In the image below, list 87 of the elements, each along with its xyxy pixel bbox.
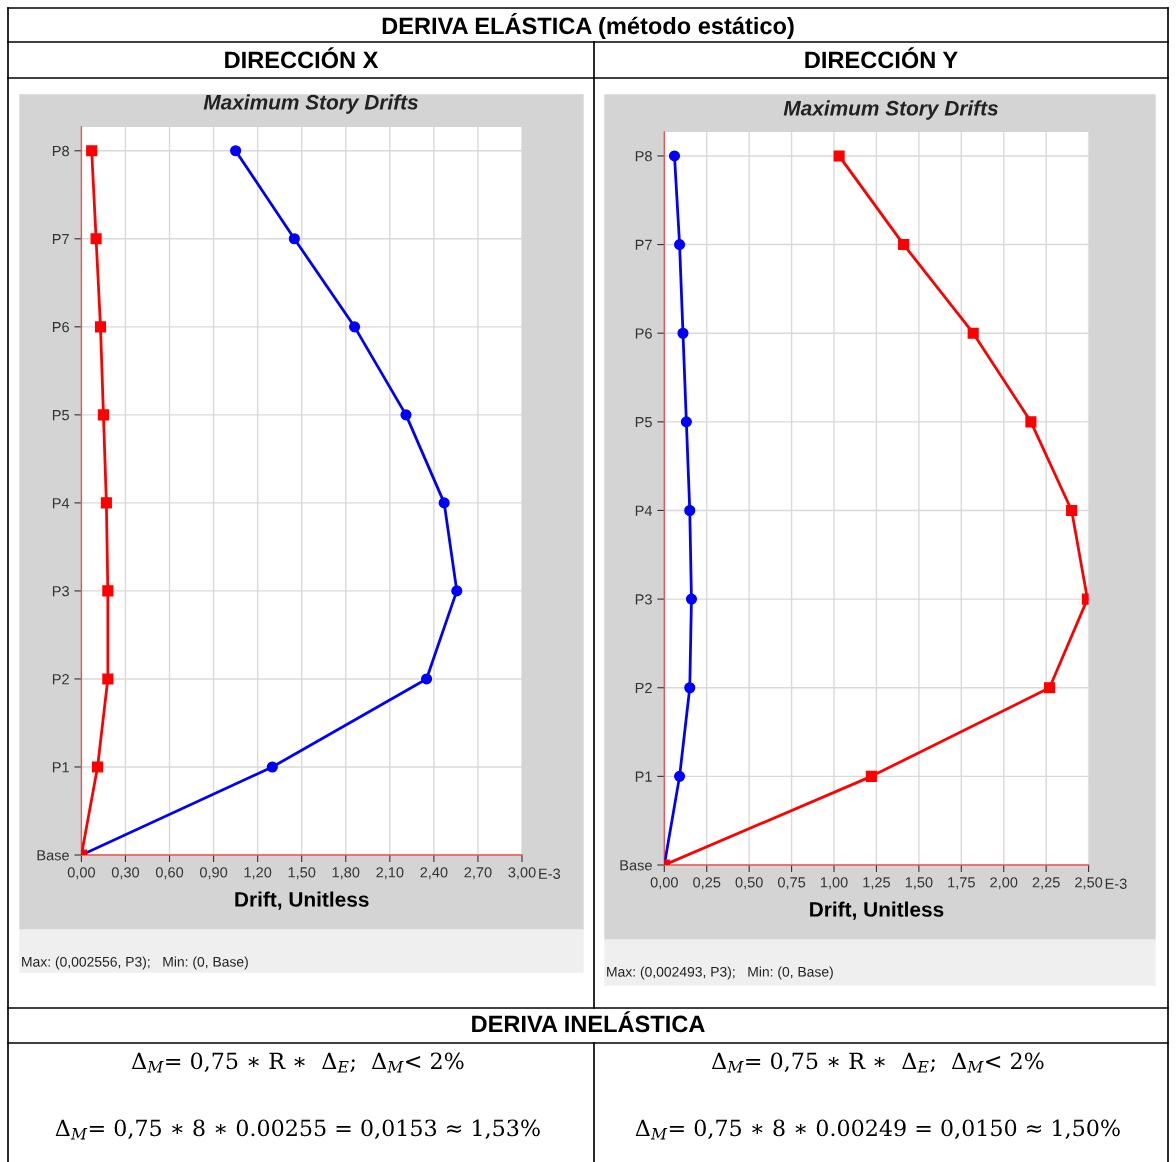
y-tick-label: P5 [635, 417, 652, 428]
point [684, 504, 696, 517]
point [90, 233, 102, 245]
point [684, 682, 696, 694]
x-axis-title: Drift, Unitless [810, 901, 944, 920]
point [438, 497, 450, 509]
x-tick-label: 2,10 [376, 867, 404, 880]
x-tick-label: 1,25 [863, 877, 891, 890]
x-tick-label: 1,80 [332, 867, 360, 880]
y-tick-label: P2 [635, 682, 652, 694]
point [349, 321, 361, 333]
y-tick-label: P8 [635, 151, 652, 162]
y-tick-label: P7 [635, 239, 652, 250]
text: Δ$_{M}$= 0,75 ∗ 8 ∗ 0.00249 = 0,0150 ≈ 1,50% [635, 1119, 1120, 1140]
point [680, 416, 692, 428]
point [97, 409, 109, 421]
y-tick-label: P7 [52, 234, 69, 245]
y-tick-label: P4 [52, 498, 70, 509]
point [102, 585, 114, 597]
y-tick-label: P6 [635, 328, 652, 339]
point [865, 770, 877, 782]
text: Δ$_{M}$= 0,75 ∗ 8 ∗ 0.00255 = 0,0153 ≈ 1,53% [55, 1119, 540, 1140]
point [86, 145, 98, 157]
y-tick-label: P4 [635, 505, 653, 516]
point [674, 770, 686, 782]
text: Δ$_{M}$= 0,75 ∗ R ∗ Δ$_{E}$; Δ$_{M}$< 2% [711, 1052, 1044, 1073]
y-tick-label: P1 [635, 771, 652, 782]
point [833, 150, 845, 162]
chart-subtitle: DIRECCIÓN Y [805, 47, 958, 69]
x-tick-label: 2,50 [1075, 877, 1103, 890]
point [94, 321, 107, 333]
point [230, 145, 242, 157]
x-tick-label: 1,50 [288, 867, 316, 880]
point [100, 497, 112, 509]
text: DERIVA ELÁSTICA (método estático) [382, 13, 794, 39]
text: E-3 [539, 868, 561, 879]
point [91, 761, 104, 773]
point [1066, 504, 1078, 517]
x-tick-label: 0,60 [155, 867, 184, 880]
y-tick-label: P6 [52, 321, 69, 333]
text: E-3 [1105, 878, 1127, 889]
x-tick-label: 1,20 [244, 867, 272, 880]
chart-subtitle: DIRECCIÓN X [225, 47, 379, 69]
x-tick-label: 2,25 [1032, 877, 1060, 890]
x-tick-label: 2,70 [464, 867, 492, 880]
point [967, 327, 979, 339]
x-tick-label: 0,30 [111, 867, 140, 880]
text: Max: (0,002493, P3); Min: (0, Base) [607, 966, 833, 980]
chart-title: Maximum Story Drifts [203, 94, 418, 114]
x-tick-label: 3,00 [508, 867, 536, 880]
point [266, 761, 278, 773]
x-tick-label: 0,50 [735, 877, 763, 890]
point [674, 239, 686, 251]
y-tick-label: P3 [635, 594, 652, 605]
point [102, 673, 114, 685]
chart-title: Maximum Story Drifts [783, 100, 998, 120]
x-tick-label: 1,75 [948, 877, 975, 890]
y-tick-label: P2 [52, 674, 69, 685]
x-tick-label: 0,25 [693, 877, 721, 890]
x-tick-label: 0,00 [650, 877, 678, 890]
point [898, 239, 910, 251]
text: Max: (0,002556, P3); Min: (0, Base) [22, 956, 248, 970]
y-tick-label: P8 [52, 145, 69, 157]
x-axis-title: Drift, Unitless [235, 891, 369, 910]
text: DERIVA INELÁSTICA [472, 1011, 705, 1033]
y-tick-label: P3 [52, 586, 69, 597]
x-tick-label: 0,75 [777, 877, 806, 890]
x-tick-label: 2,00 [990, 877, 1018, 890]
y-tick-label: Base [620, 860, 652, 871]
y-tick-label: Base [37, 850, 69, 861]
x-tick-label: 2,40 [420, 867, 448, 880]
point [1025, 416, 1037, 428]
point [677, 327, 689, 339]
text: Δ$_{M}$= 0,75 ∗ R ∗ Δ$_{E}$; Δ$_{M}$< 2% [131, 1052, 464, 1073]
x-tick-label: 0,90 [199, 867, 228, 880]
y-tick-label: P5 [52, 410, 69, 421]
point [420, 673, 433, 685]
point [400, 409, 412, 421]
point [288, 233, 300, 245]
x-tick-label: 1,00 [820, 877, 848, 890]
y-tick-label: P1 [52, 762, 69, 773]
point [451, 585, 463, 597]
x-tick-label: 0,00 [67, 867, 96, 880]
point [685, 593, 698, 605]
point [668, 150, 681, 162]
point [1044, 682, 1056, 694]
x-tick-label: 1,50 [905, 877, 933, 890]
